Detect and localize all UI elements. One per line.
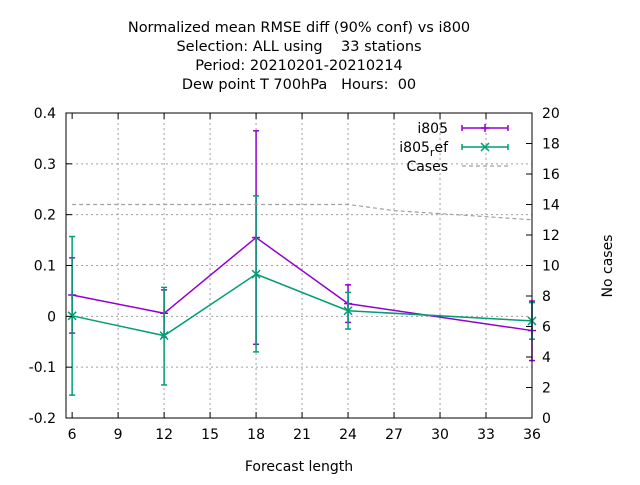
- y-tick-label: 0.1: [34, 259, 56, 275]
- legend-item-i805_ref: i805ref: [399, 140, 509, 159]
- title-line-1: Selection: ALL using 33 stations: [176, 39, 421, 55]
- legend-label-tail: ef: [434, 140, 449, 156]
- series-line-Cases: [72, 203, 533, 221]
- x-tick-label: 30: [431, 427, 449, 443]
- y-tick-label: 0.3: [34, 157, 56, 173]
- data-point-i805_ref: [343, 306, 353, 316]
- series-Cases: [72, 203, 533, 221]
- title-line-0: Normalized mean RMSE diff (90% conf) vs …: [128, 20, 470, 36]
- grid: [66, 113, 532, 418]
- x-tick-label: 24: [339, 427, 357, 443]
- y2-tick-label: 2: [542, 381, 551, 397]
- x-tick-label: 27: [385, 427, 403, 443]
- y2-tick-label: 20: [542, 106, 560, 122]
- y2-tick-label: 6: [542, 320, 551, 336]
- y2-tick-label: 18: [542, 137, 560, 153]
- y2-tick-label: 0: [542, 411, 551, 427]
- y-tick-label: 0.4: [34, 106, 56, 122]
- y2-tick-label: 14: [542, 198, 560, 214]
- y2-axis-label: No cases: [600, 235, 616, 298]
- chart-title: Normalized mean RMSE diff (90% conf) vs …: [128, 20, 470, 93]
- x-axis-label: Forecast length: [245, 459, 353, 475]
- y-tick-label: -0.2: [29, 411, 56, 427]
- y-tick-label: -0.1: [29, 360, 56, 376]
- title-line-2: Period: 20210201-20210214: [195, 58, 403, 74]
- y2-tick-label: 16: [542, 167, 560, 183]
- data-point-i805_ref: [251, 269, 261, 279]
- legend-label: i805ref: [399, 140, 449, 159]
- y2-tick-label: 4: [542, 350, 551, 366]
- legend-label-main: i805: [399, 140, 430, 156]
- legend-label: i805: [417, 121, 448, 137]
- axis-ticks: 6 9 12 15 18 21 24 27 30 33 36-0.2-0.100.10.20.30.…: [29, 106, 560, 443]
- x-tick-label: 15: [201, 427, 219, 443]
- x-tick-label: 18: [247, 427, 265, 443]
- series-i805: [68, 130, 536, 362]
- y-tick-label: 0: [47, 309, 56, 325]
- x-tick-label: 33: [477, 427, 495, 443]
- x-tick-label: 21: [293, 427, 311, 443]
- y2-tick-label: 12: [542, 228, 560, 244]
- y-tick-label: 0.2: [34, 208, 56, 224]
- legend-label: Cases: [406, 159, 448, 175]
- data-point-i805_ref: [159, 331, 169, 341]
- series-i805_ref: [67, 195, 537, 396]
- legend-label-subscript: r: [430, 146, 435, 159]
- x-tick-label: 9: [114, 427, 123, 443]
- legend-swatch-marker: [480, 142, 490, 152]
- x-tick-label: 6: [68, 427, 77, 443]
- legend-item-i805: i805: [417, 121, 509, 137]
- data-point-i805_ref: [67, 311, 77, 321]
- title-line-3: Dew point T 700hPa Hours: 00: [182, 77, 416, 93]
- y2-tick-label: 8: [542, 289, 551, 305]
- x-tick-label: 12: [155, 427, 173, 443]
- legend-item-Cases: Cases: [406, 159, 508, 175]
- series: [67, 130, 537, 396]
- x-tick-label: 36: [523, 427, 541, 443]
- y2-tick-label: 10: [542, 259, 560, 275]
